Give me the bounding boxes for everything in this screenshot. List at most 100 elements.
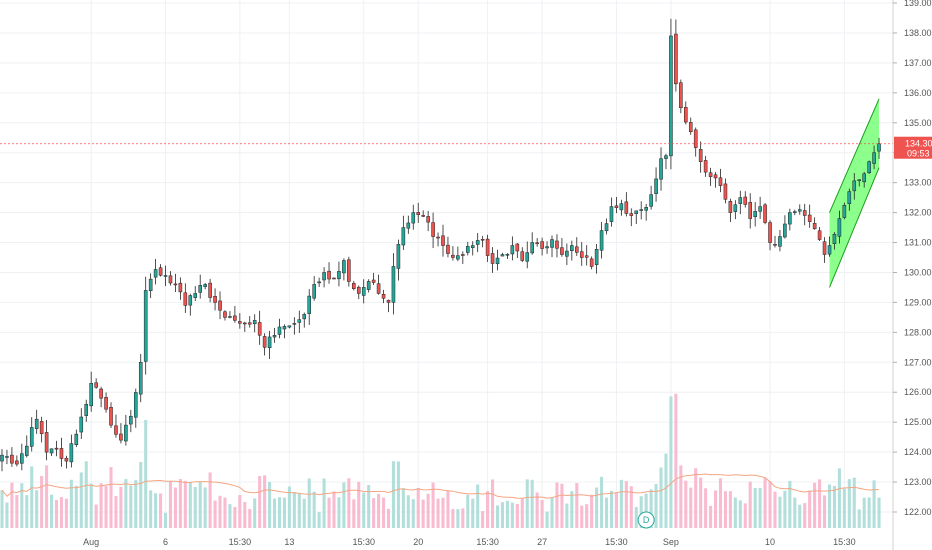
candle[interactable] xyxy=(138,353,143,403)
candle[interactable] xyxy=(406,215,411,234)
candle[interactable] xyxy=(337,261,341,287)
candle[interactable] xyxy=(857,179,862,187)
candle[interactable] xyxy=(34,409,39,434)
candle[interactable] xyxy=(510,236,515,261)
candle[interactable] xyxy=(525,241,530,269)
candle[interactable] xyxy=(381,289,386,304)
candle[interactable] xyxy=(134,388,138,428)
candle[interactable] xyxy=(817,226,822,242)
channel-upper-line[interactable] xyxy=(829,98,880,213)
candle[interactable] xyxy=(99,386,103,408)
candle[interactable] xyxy=(644,203,648,221)
candle[interactable] xyxy=(832,232,837,250)
candlesticks[interactable] xyxy=(0,18,881,472)
price-axis[interactable]: 139.00138.00137.00136.00135.00134.00133.… xyxy=(893,0,932,517)
candle[interactable] xyxy=(758,196,762,219)
candle[interactable] xyxy=(480,235,485,248)
candle[interactable] xyxy=(485,234,490,262)
candle[interactable] xyxy=(431,212,435,249)
candle[interactable] xyxy=(173,273,178,293)
candle[interactable] xyxy=(540,237,544,256)
candle[interactable] xyxy=(584,245,589,266)
candle[interactable] xyxy=(837,210,842,244)
candle[interactable] xyxy=(148,273,153,299)
candle[interactable] xyxy=(386,299,391,313)
candle[interactable] xyxy=(243,321,247,332)
candle[interactable] xyxy=(94,378,98,389)
candle[interactable] xyxy=(124,414,128,446)
candle[interactable] xyxy=(748,193,752,229)
candle[interactable] xyxy=(550,235,554,258)
candle[interactable] xyxy=(565,243,569,266)
candle[interactable] xyxy=(54,440,59,457)
candle[interactable] xyxy=(114,414,118,438)
candle[interactable] xyxy=(302,312,307,328)
candle[interactable] xyxy=(74,429,79,448)
candle[interactable] xyxy=(203,282,207,290)
dividend-marker-icon[interactable] xyxy=(637,511,655,529)
candle[interactable] xyxy=(659,147,663,191)
candle[interactable] xyxy=(599,221,604,259)
candle[interactable] xyxy=(718,168,723,193)
candle[interactable] xyxy=(153,258,158,285)
candle[interactable] xyxy=(515,243,520,258)
candle[interactable] xyxy=(421,210,425,218)
candle[interactable] xyxy=(327,262,331,284)
candle[interactable] xyxy=(39,416,44,443)
candle[interactable] xyxy=(218,291,222,320)
candle[interactable] xyxy=(738,190,743,215)
candle[interactable] xyxy=(797,204,802,215)
channel-lower-line[interactable] xyxy=(829,167,880,288)
candle[interactable] xyxy=(555,234,559,258)
candle[interactable] xyxy=(272,327,277,343)
candle[interactable] xyxy=(158,264,163,277)
candle[interactable] xyxy=(713,171,718,188)
candle[interactable] xyxy=(465,241,470,256)
candle[interactable] xyxy=(852,173,857,200)
candle[interactable] xyxy=(575,237,579,256)
candle[interactable] xyxy=(728,198,733,223)
candle[interactable] xyxy=(669,18,673,170)
candle[interactable] xyxy=(352,280,356,291)
candle[interactable] xyxy=(723,178,728,204)
candle[interactable] xyxy=(282,324,287,339)
candle[interactable] xyxy=(679,79,683,114)
candle[interactable] xyxy=(396,239,401,281)
candle[interactable] xyxy=(20,443,24,471)
time-axis[interactable]: Aug 6 15:30 13 15:30 20 15:30 27 15:30 Sep 10 15:30 xyxy=(83,537,855,547)
candle[interactable] xyxy=(862,171,866,188)
candle[interactable] xyxy=(604,218,609,235)
candle[interactable] xyxy=(698,141,703,173)
candle[interactable] xyxy=(332,277,336,280)
candle[interactable] xyxy=(109,402,113,428)
candle[interactable] xyxy=(84,399,89,422)
candle[interactable] xyxy=(664,153,668,170)
candle[interactable] xyxy=(64,455,69,469)
candle[interactable] xyxy=(277,318,282,339)
candle[interactable] xyxy=(426,210,430,232)
candle[interactable] xyxy=(238,313,242,329)
candle[interactable] xyxy=(198,274,202,299)
candle[interactable] xyxy=(545,241,549,254)
candle[interactable] xyxy=(5,449,9,465)
candle[interactable] xyxy=(773,235,777,248)
candle[interactable] xyxy=(143,276,148,375)
candle[interactable] xyxy=(15,455,19,467)
candle[interactable] xyxy=(188,293,193,316)
candle[interactable] xyxy=(475,233,480,253)
candle[interactable] xyxy=(768,220,772,251)
candle[interactable] xyxy=(307,289,311,325)
candle[interactable] xyxy=(456,246,460,262)
candle[interactable] xyxy=(783,215,787,239)
candle[interactable] xyxy=(193,286,198,302)
candle[interactable] xyxy=(451,246,455,261)
candle[interactable] xyxy=(614,196,619,214)
candle[interactable] xyxy=(317,277,321,287)
candle[interactable] xyxy=(802,203,807,226)
candle[interactable] xyxy=(401,215,406,250)
candle[interactable] xyxy=(639,201,643,220)
candle[interactable] xyxy=(129,409,133,433)
candle[interactable] xyxy=(441,224,445,257)
candle[interactable] xyxy=(589,256,594,270)
